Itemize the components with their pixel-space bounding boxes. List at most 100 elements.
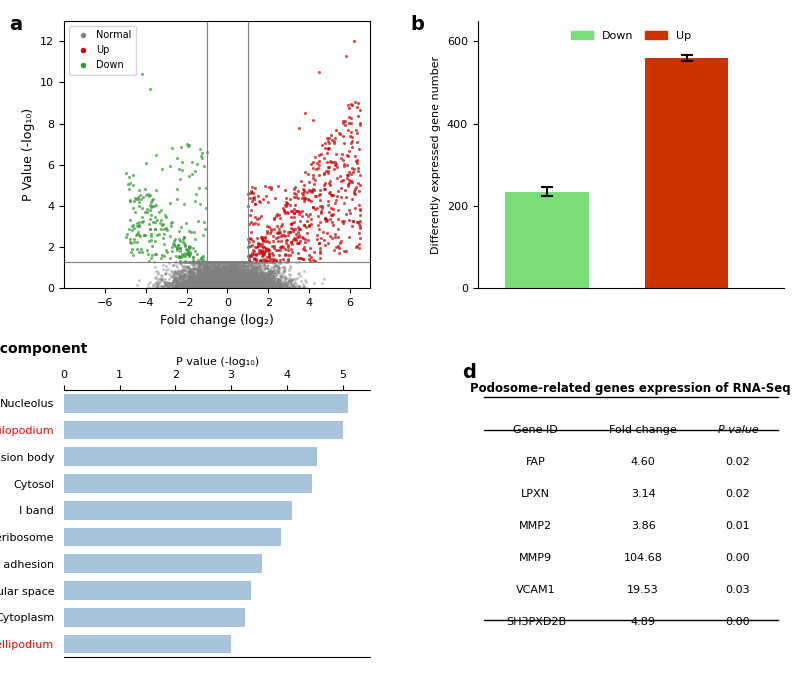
Point <box>215 275 228 286</box>
Point <box>202 282 214 293</box>
Point <box>234 276 246 287</box>
Point <box>246 271 259 282</box>
Point <box>237 271 250 282</box>
Point <box>180 261 193 272</box>
Point <box>190 277 202 288</box>
Point <box>228 268 241 279</box>
Point <box>262 280 275 291</box>
Point <box>233 281 246 292</box>
Point <box>177 282 190 293</box>
Point <box>174 273 187 284</box>
Point <box>234 267 246 278</box>
Point <box>242 282 255 293</box>
Point <box>228 281 241 292</box>
Point <box>246 282 259 293</box>
Point <box>202 282 214 293</box>
Point <box>188 282 201 293</box>
Point <box>295 252 308 263</box>
Point <box>196 264 209 275</box>
Legend: Down, Up: Down, Up <box>566 26 695 45</box>
Point <box>211 270 224 281</box>
Point <box>247 281 260 292</box>
Point <box>270 265 283 276</box>
Point <box>209 276 222 287</box>
Point <box>245 282 258 293</box>
Point <box>258 276 270 287</box>
Point <box>230 277 242 289</box>
Point <box>236 281 249 292</box>
Point <box>238 266 251 277</box>
Point <box>188 282 201 293</box>
Point <box>227 268 240 280</box>
Point <box>210 264 222 275</box>
Point <box>197 280 210 291</box>
Point <box>242 258 255 269</box>
Point <box>217 271 230 282</box>
Point <box>195 277 208 288</box>
Point <box>248 268 261 279</box>
Point <box>254 260 266 271</box>
Point <box>224 275 237 286</box>
Point <box>207 279 220 290</box>
Point <box>178 264 191 275</box>
Point <box>191 281 204 292</box>
Point <box>210 268 222 279</box>
Point <box>215 280 228 291</box>
Point <box>201 268 214 280</box>
Point <box>231 275 244 286</box>
Point <box>231 267 244 278</box>
Point <box>242 268 254 279</box>
Point <box>162 282 174 293</box>
Point <box>200 256 213 267</box>
Point <box>233 280 246 291</box>
Point <box>199 183 212 194</box>
Point <box>239 269 252 280</box>
Point <box>178 281 191 292</box>
Point <box>222 256 235 267</box>
Point <box>271 282 284 293</box>
Point <box>216 270 229 281</box>
Point <box>260 280 273 291</box>
Point <box>211 275 224 286</box>
Point <box>237 277 250 288</box>
Point <box>171 239 184 251</box>
Point <box>181 139 194 150</box>
Point <box>203 268 216 280</box>
Point <box>227 279 240 290</box>
Point <box>206 264 219 275</box>
Point <box>194 269 207 280</box>
Point <box>221 271 234 282</box>
Point <box>146 194 158 206</box>
Point <box>219 277 232 289</box>
Point <box>214 283 226 294</box>
Point <box>262 247 275 258</box>
Point <box>241 261 254 272</box>
Point <box>236 280 249 291</box>
Point <box>211 277 224 288</box>
Point <box>263 268 276 279</box>
Point <box>245 282 258 293</box>
Point <box>208 280 221 291</box>
Point <box>322 161 334 172</box>
Point <box>226 256 238 267</box>
Point <box>192 278 205 289</box>
Point <box>190 277 202 289</box>
Point <box>258 263 270 274</box>
Point <box>204 269 217 280</box>
Point <box>192 281 205 292</box>
Point <box>225 272 238 283</box>
Point <box>192 280 205 291</box>
Point <box>297 253 310 264</box>
Point <box>242 280 255 291</box>
Point <box>350 240 363 251</box>
Point <box>188 273 201 284</box>
Point <box>258 275 271 286</box>
Point <box>230 265 242 276</box>
Point <box>258 282 270 293</box>
Point <box>217 279 230 290</box>
Point <box>244 261 257 272</box>
Point <box>240 280 253 291</box>
Point <box>236 282 249 293</box>
Point <box>235 277 248 289</box>
Point <box>206 282 218 293</box>
